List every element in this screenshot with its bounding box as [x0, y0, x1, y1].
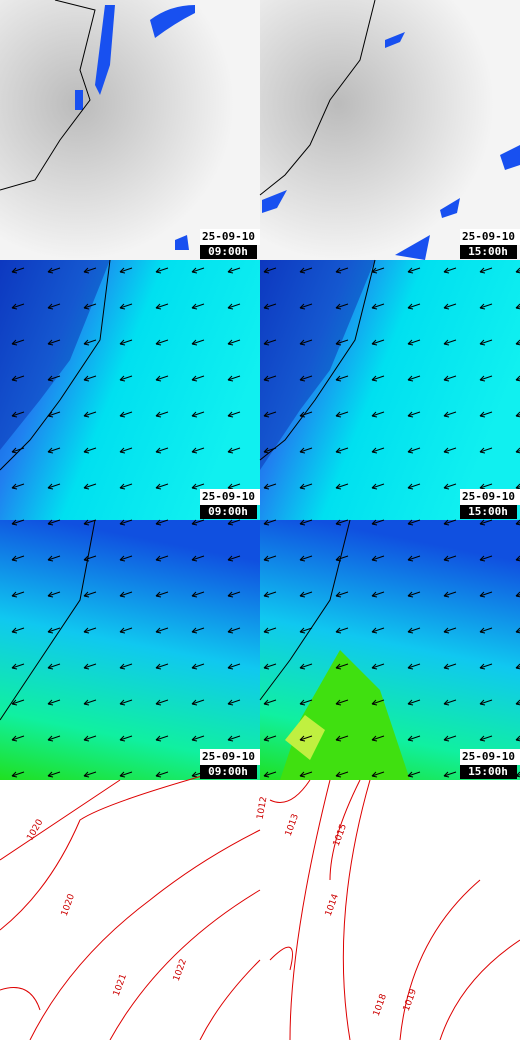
date-label: 25-09-10 — [462, 490, 515, 503]
isobar-label: 1021 — [112, 973, 129, 998]
isobar-label: 1019 — [402, 987, 419, 1012]
date-label: 25-09-10 — [462, 750, 515, 763]
date-box — [200, 489, 260, 505]
date-box — [460, 749, 520, 765]
isobar-label: 1014 — [324, 892, 341, 917]
time-label: 15:00h — [468, 505, 508, 518]
isobar-label: 1022 — [172, 958, 189, 983]
time-label: 15:00h — [468, 245, 508, 258]
time-label: 09:00h — [208, 245, 248, 258]
date-box — [460, 489, 520, 505]
isobar-label: 1020 — [25, 818, 45, 843]
pressure-panels — [0, 759, 520, 1040]
isobar-label: 1015 — [332, 823, 349, 848]
date-label: 25-09-10 — [202, 230, 255, 243]
isobar-label: 1020 — [60, 892, 77, 917]
labels: 25-09-10 09:00h 25-09-10 15:00h 25-09-10 09:0… — [25, 229, 520, 1018]
time-box — [200, 245, 257, 259]
time-box — [460, 765, 517, 779]
time-label: 15:00h — [468, 765, 508, 778]
time-box — [200, 765, 257, 779]
date-label: 25-09-10 — [202, 750, 255, 763]
date-label: 25-09-10 — [202, 490, 255, 503]
date-label: 25-09-10 — [462, 230, 515, 243]
date-box — [200, 749, 260, 765]
temperature-panels — [0, 519, 520, 780]
date-box — [460, 229, 520, 245]
time-box — [460, 505, 517, 519]
time-box — [460, 245, 517, 259]
date-box — [200, 229, 260, 245]
time-label: 09:00h — [208, 765, 248, 778]
isobar-label: 1012 — [256, 796, 270, 820]
time-label: 09:00h — [208, 505, 248, 518]
isobar-label: 1013 — [284, 813, 301, 838]
time-box — [200, 505, 257, 519]
cloud-panels — [0, 0, 520, 260]
humidity-panels — [0, 259, 520, 520]
isobar-label: 1018 — [372, 992, 389, 1017]
